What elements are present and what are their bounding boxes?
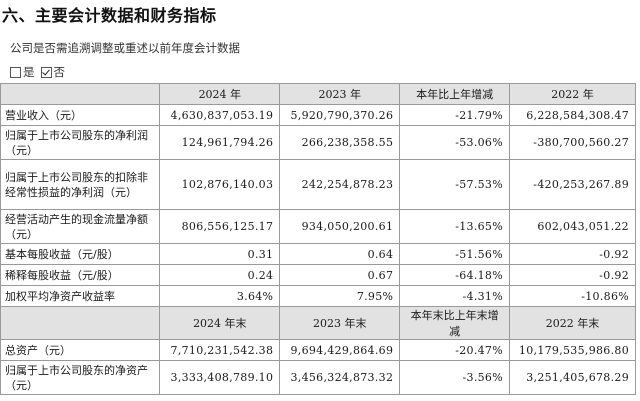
table-cell: -57.53% (399, 159, 510, 210)
table-cell: 0.64 (279, 243, 401, 265)
header-cell: 2024 年 (159, 83, 281, 105)
table-cell: -0.92 (508, 264, 637, 286)
table-row: 归属于上市公司股东的扣除非经常性损益的净利润（元） 102,876,140.03… (0, 159, 637, 210)
table-cell: -0.92 (508, 243, 637, 265)
financial-data-table: 2024 年 2023 年 本年比上年增减 2022 年 营业收入（元） 4,6… (0, 83, 637, 395)
table-cell: 806,556,125.17 (159, 209, 281, 244)
table-cell: 4,630,837,053.19 (159, 104, 281, 126)
table-cell: 0.24 (159, 264, 281, 286)
table-cell: 3,251,405,678.29 (508, 360, 637, 395)
header-cell: 本年比上年增减 (399, 83, 510, 105)
table-cell: 602,043,051.22 (508, 209, 637, 244)
table-cell: -420,253,267.89 (508, 159, 637, 210)
header-cell: 2022 年 (508, 83, 637, 105)
header-cell: 2023 年 (279, 83, 401, 105)
table-cell: 266,238,358.55 (279, 125, 401, 160)
header-cell: 2024 年末 (159, 306, 281, 340)
row-label: 归属于上市公司股东的净利润（元） (0, 125, 161, 160)
table-cell: 5,920,790,370.26 (279, 104, 401, 126)
table-cell: 102,876,140.03 (159, 159, 281, 210)
table-row: 加权平均净资产收益率 3.64% 7.95% -4.31% -10.86% (0, 285, 637, 307)
table-cell: 0.67 (279, 264, 401, 286)
table-cell: 124,961,794.26 (159, 125, 281, 160)
header-cell: 本年末比上年末增减 (399, 306, 510, 340)
table-cell: 10,179,535,986.80 (508, 339, 637, 361)
table-cell: -4.31% (399, 285, 510, 307)
header-cell (0, 83, 161, 105)
table-row: 稀释每股收益（元/股） 0.24 0.67 -64.18% -0.92 (0, 264, 637, 286)
table-cell: 7.95% (279, 285, 401, 307)
table-cell: -21.79% (399, 104, 510, 126)
table1-header-row: 2024 年 2023 年 本年比上年增减 2022 年 (0, 83, 637, 105)
table-cell: -53.06% (399, 125, 510, 160)
table-cell: 3,333,408,789.10 (159, 360, 281, 395)
row-label: 总资产（元） (0, 339, 161, 361)
row-label: 稀释每股收益（元/股） (0, 264, 161, 286)
restatement-choices: 是 否 (10, 64, 69, 80)
checkbox-checked-icon (40, 66, 52, 78)
header-cell: 2022 年末 (508, 306, 637, 340)
section-title: 六、主要会计数据和财务指标 (2, 6, 217, 25)
table-row: 归属于上市公司股东的净资产（元） 3,333,408,789.10 3,456,… (0, 360, 637, 395)
table-row: 归属于上市公司股东的净利润（元） 124,961,794.26 266,238,… (0, 125, 637, 160)
table-cell: -3.56% (399, 360, 510, 395)
table-cell: 7,710,231,542.38 (159, 339, 281, 361)
table-cell: -64.18% (399, 264, 510, 286)
row-label: 归属于上市公司股东的扣除非经常性损益的净利润（元） (0, 159, 161, 210)
row-label: 经营活动产生的现金流量净额（元） (0, 209, 161, 244)
table-cell: 9,694,429,864.69 (279, 339, 401, 361)
table-cell: -10.86% (508, 285, 637, 307)
choice-no[interactable]: 否 (40, 64, 66, 80)
table-cell: 242,254,878.23 (279, 159, 401, 210)
row-label: 营业收入（元） (0, 104, 161, 126)
row-label: 基本每股收益（元/股） (0, 243, 161, 265)
table-row: 经营活动产生的现金流量净额（元） 806,556,125.17 934,050,… (0, 209, 637, 244)
row-label: 归属于上市公司股东的净资产（元） (0, 360, 161, 395)
table-cell: -51.56% (399, 243, 510, 265)
choice-yes-label: 是 (23, 65, 35, 79)
table-cell: 3.64% (159, 285, 281, 307)
table-row: 营业收入（元） 4,630,837,053.19 5,920,790,370.2… (0, 104, 637, 126)
table-cell: 934,050,200.61 (279, 209, 401, 244)
choice-no-label: 否 (53, 65, 66, 79)
table-cell: 0.31 (159, 243, 281, 265)
table-cell: 3,456,324,873.32 (279, 360, 401, 395)
table-cell: -13.65% (399, 209, 510, 244)
table-cell: -20.47% (399, 339, 510, 361)
table-row: 基本每股收益（元/股） 0.31 0.64 -51.56% -0.92 (0, 243, 637, 265)
table-cell: 6,228,584,308.47 (508, 104, 637, 126)
row-label: 加权平均净资产收益率 (0, 285, 161, 307)
table2-header-row: 2024 年末 2023 年末 本年末比上年末增减 2022 年末 (0, 306, 637, 340)
header-cell (0, 306, 161, 340)
checkbox-unchecked-icon (10, 66, 21, 78)
table-cell: -380,700,560.27 (508, 125, 637, 160)
table-row: 总资产（元） 7,710,231,542.38 9,694,429,864.69… (0, 339, 637, 361)
restatement-question: 公司是否需追溯调整或重述以前年度会计数据 (10, 41, 240, 55)
header-cell: 2023 年末 (279, 306, 401, 340)
choice-yes[interactable]: 是 (10, 64, 35, 80)
